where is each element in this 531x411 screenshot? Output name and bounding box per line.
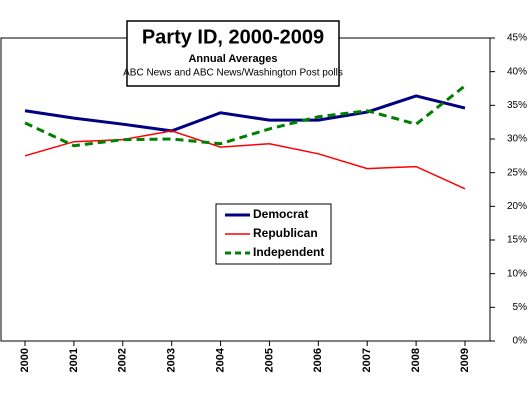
y-tick-label: 40% — [507, 66, 527, 77]
series-line — [24, 130, 466, 190]
x-tick-label: 2004 — [214, 347, 226, 372]
title-box — [126, 20, 340, 87]
legend-label: Independent — [253, 245, 324, 259]
y-tick-label: 30% — [507, 134, 527, 145]
chart-subtitle: Annual Averages — [188, 53, 277, 65]
legend-label: Democrat — [253, 207, 308, 221]
x-tick-label: 2003 — [166, 348, 178, 372]
y-tick-label: 5% — [513, 302, 528, 313]
x-tick-label: 2008 — [410, 348, 422, 372]
x-tick-label: 2006 — [312, 348, 324, 372]
y-tick-label: 15% — [507, 235, 527, 246]
y-tick-label: 10% — [507, 268, 527, 279]
series-line — [24, 94, 466, 133]
y-tick-label: 25% — [507, 167, 527, 178]
y-tick-label: 45% — [507, 33, 527, 44]
chart-source: ABC News and ABC News/Washington Post po… — [123, 68, 343, 79]
y-tick-label: 0% — [513, 336, 528, 347]
y-tick-label: 20% — [507, 201, 527, 212]
x-tick-label: 2001 — [68, 348, 80, 372]
x-tick-label: 2007 — [361, 348, 373, 372]
x-tick-label: 2000 — [19, 348, 31, 372]
chart-title: Party ID, 2000-2009 — [142, 26, 324, 48]
plot-area — [0, 37, 491, 342]
x-tick-label: 2005 — [263, 348, 275, 372]
x-tick-label: 2009 — [459, 348, 471, 372]
y-tick-label: 35% — [507, 100, 527, 111]
series-line — [24, 84, 466, 148]
x-tick-label: 2002 — [117, 348, 129, 372]
legend-label: Republican — [253, 226, 318, 240]
